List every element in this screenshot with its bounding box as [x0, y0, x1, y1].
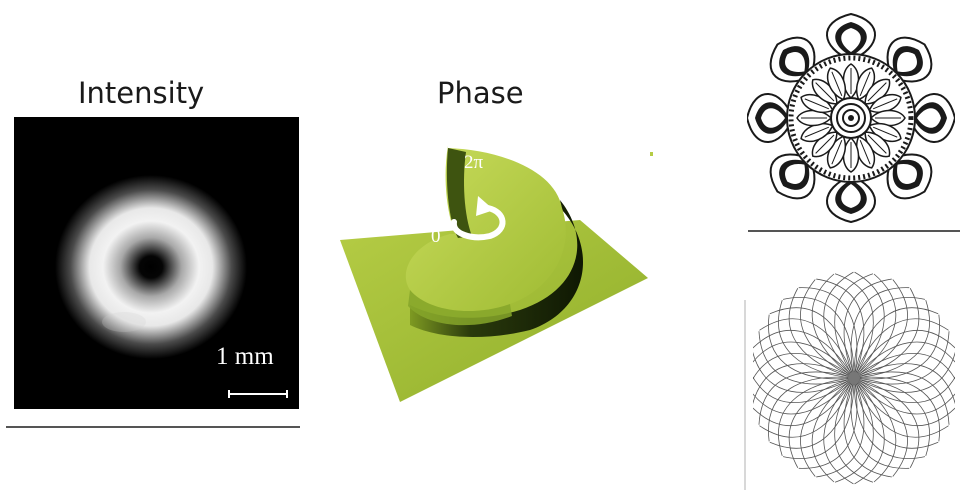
phase-surface-graphic: 2π 0 [330, 140, 660, 405]
patterns-divider [748, 230, 960, 232]
scalebar [228, 390, 288, 398]
phase-title: Phase [437, 76, 524, 110]
scalebar-label: 1 mm [216, 343, 274, 370]
intensity-title: Intensity [78, 76, 205, 110]
phase-label-2pi: 2π [464, 152, 484, 173]
phase-label-0: 0 [431, 226, 441, 247]
speck [650, 152, 653, 156]
spiral-rosette-icon [753, 268, 955, 488]
donut-beam-graphic [14, 117, 299, 409]
circular-arrow-icon [450, 196, 506, 241]
patterns-vertical-divider [744, 300, 746, 490]
intensity-image: 1 mm [14, 117, 299, 409]
mandala-icon [747, 12, 955, 224]
intensity-divider [6, 426, 300, 428]
